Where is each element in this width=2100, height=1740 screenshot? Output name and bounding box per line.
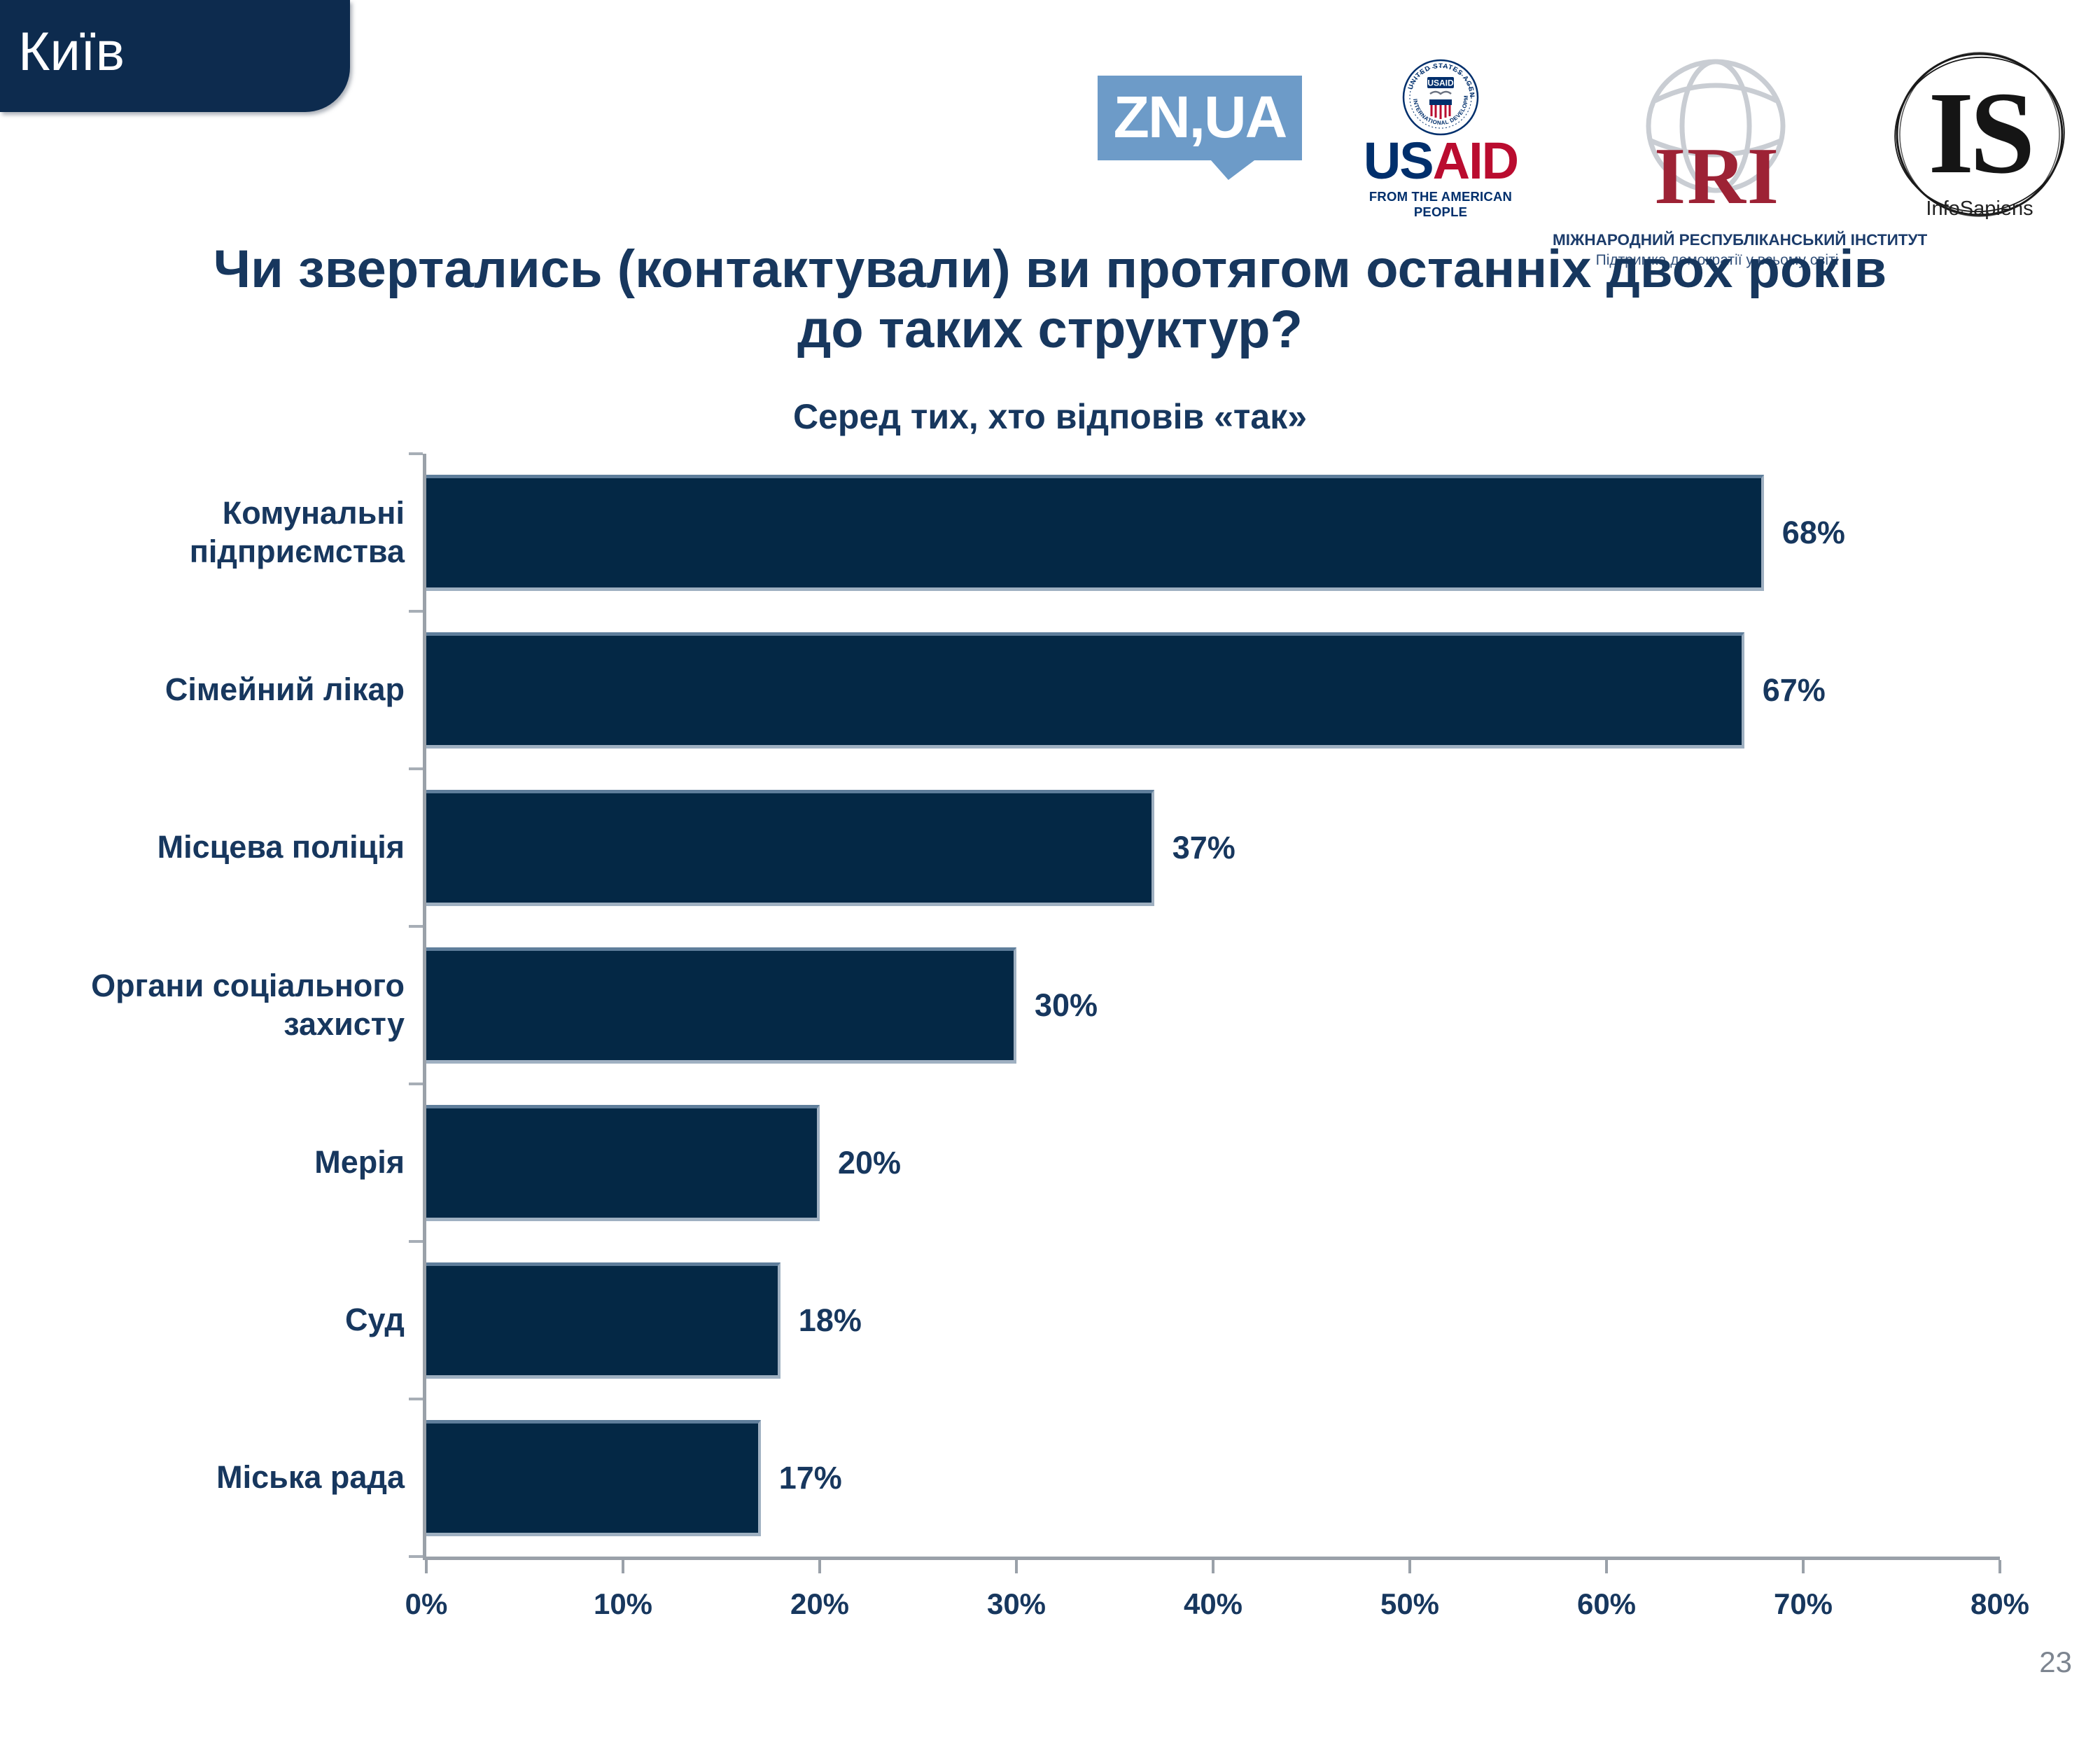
category-label: Місцева поліція [0, 769, 423, 926]
y-tick [409, 1398, 423, 1400]
x-tick [818, 1560, 821, 1573]
bar [426, 474, 1764, 591]
bar [426, 947, 1016, 1064]
x-tick-label: 0% [405, 1587, 448, 1620]
znua-logo: ZN,UA [1098, 76, 1302, 180]
x-tick-label: 10% [593, 1587, 653, 1620]
chart-title-line1: Чи звертались (контактували) ви протягом… [213, 239, 1887, 299]
bar-value-label: 68% [1782, 514, 1845, 550]
infosapiens-monogram: IS [1928, 68, 2036, 198]
x-tick [1015, 1560, 1018, 1573]
iri-tagline: Підтримка демократії у всьому світі [1595, 252, 1839, 268]
category-label-text: Сімейний лікар [164, 671, 405, 708]
bar-chart: Комунальні підприємства Сімейний лікар Міс… [0, 452, 2029, 1620]
x-tick-label: 50% [1380, 1587, 1440, 1620]
x-tick [1408, 1560, 1411, 1573]
category-label-text: Суд [345, 1302, 405, 1338]
category-labels: Комунальні підприємства Сімейний лікар Міс… [0, 454, 423, 1560]
x-tick [1212, 1560, 1214, 1573]
iri-name: МІЖНАРОДНИЙ РЕСПУБЛІКАНСЬКИЙ ІНСТИТУТ [1553, 231, 1928, 249]
region-tab-label: Київ [18, 20, 125, 82]
infosapiens-logo: IS InfoSapiens [1891, 48, 2068, 223]
region-tab: Київ [0, 0, 350, 112]
usaid-wordmark-us: US [1363, 132, 1434, 190]
y-tick [409, 925, 423, 928]
category-label-text: Місцева поліція [157, 829, 405, 865]
x-tick [425, 1560, 428, 1573]
infosapiens-rings-icon [1894, 52, 2065, 217]
bar [426, 1419, 761, 1536]
bar-value-label: 18% [798, 1302, 862, 1338]
x-tick-label: 60% [1576, 1587, 1637, 1620]
x-tick-label: 70% [1773, 1587, 1833, 1620]
y-tick [409, 610, 423, 613]
category-label: Мерія [0, 1084, 423, 1241]
usaid-wordmark-aid: AID [1432, 132, 1519, 190]
bar-value-label: 37% [1172, 829, 1236, 865]
page-number: 23 [2039, 1645, 2072, 1678]
znua-speech-tail-icon [1211, 160, 1254, 180]
y-tick [409, 1555, 423, 1558]
category-label: Сімейний лікар [0, 611, 423, 769]
bar [426, 1262, 780, 1379]
x-tick-label: 30% [986, 1587, 1046, 1620]
usaid-seal-icon: UNITED STATES AGENCY INTERNATIONAL DEVEL… [1402, 59, 1479, 136]
x-tick-label: 40% [1183, 1587, 1243, 1620]
chart-title: Чи звертались (контактували) ви протягом… [70, 239, 2030, 360]
bar-row: 18% [426, 1241, 2000, 1399]
bar-row: 20% [426, 1084, 2000, 1241]
znua-wordmark: ZN,UA [1113, 84, 1288, 150]
bar-row: 67% [426, 611, 2000, 769]
bar-value-label: 30% [1035, 987, 1098, 1023]
usaid-logo: UNITED STATES AGENCY INTERNATIONAL DEVEL… [1357, 59, 1525, 220]
bar-value-label: 20% [838, 1144, 902, 1181]
x-tick-label: 80% [1970, 1587, 2030, 1620]
plot-area: 68% 67% 37% 30% 20% 18% 17% 0% 10% 20% 30% 40% 50% 60… [405, 452, 2029, 1620]
chart-subtitle: Серед тих, хто відповів «так» [792, 397, 1308, 436]
x-tick [622, 1560, 624, 1573]
category-label: Органи соціального захисту [0, 926, 423, 1084]
y-tick [409, 1240, 423, 1243]
category-label-text: Мерія [314, 1144, 405, 1181]
bar-row: 17% [426, 1399, 2000, 1557]
bar-value-label: 67% [1762, 671, 1826, 708]
bar [426, 1104, 820, 1221]
category-label: Міська рада [0, 1399, 423, 1557]
bar-value-label: 17% [778, 1459, 842, 1496]
bar-row: 37% [426, 769, 2000, 926]
x-tick-label: 20% [790, 1587, 850, 1620]
y-tick [409, 767, 423, 770]
usaid-wordmark: USAID [1357, 135, 1525, 187]
bar-row: 30% [426, 926, 2000, 1084]
category-label-text: Комунальні підприємства [189, 494, 405, 569]
y-tick [409, 452, 423, 455]
y-tick [409, 1083, 423, 1085]
category-label-text: Міська рада [216, 1459, 405, 1496]
usaid-tagline: FROM THE AMERICAN PEOPLE [1368, 189, 1513, 219]
category-label-text: Органи соціального захисту [91, 967, 405, 1042]
chart-title-line2: до таких структур? [797, 300, 1303, 359]
category-label: Комунальні підприємства [0, 454, 423, 611]
globe-icon [1646, 59, 1786, 193]
x-tick [1802, 1560, 1805, 1573]
category-label: Суд [0, 1241, 423, 1399]
x-tick [1605, 1560, 1608, 1573]
bar-row: 68% [426, 454, 2000, 611]
bar [426, 632, 1744, 749]
usaid-seal-center-text: USAID [1427, 78, 1454, 88]
infosapiens-name: InfoSapiens [1926, 197, 2033, 220]
bar [426, 789, 1154, 906]
x-tick [1998, 1560, 2001, 1573]
iri-wordmark: IRI [1653, 132, 1781, 221]
